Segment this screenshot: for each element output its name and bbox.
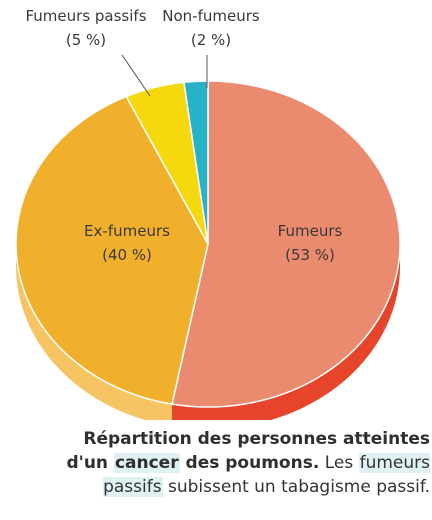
slice-label-name-3: Non-fumeurs bbox=[162, 7, 260, 25]
leader-lines bbox=[121, 54, 208, 97]
slice-label-name-1: Ex-fumeurs bbox=[84, 222, 170, 240]
slice-label-pct-1: (40 %) bbox=[102, 246, 152, 264]
slice-label-pct-3: (2 %) bbox=[191, 31, 231, 49]
caption-title-end: des poumons. bbox=[179, 453, 320, 473]
caption-text-end: subissent un tabagisme passif. bbox=[162, 477, 430, 497]
pie-depth-0 bbox=[172, 244, 400, 420]
slice-labels: Fumeurs (53 %) Ex-fumeurs (40 %) Fumeurs pas… bbox=[25, 7, 342, 264]
pie-slice-0 bbox=[171, 80, 401, 408]
pie-chart: Fumeurs (53 %) Ex-fumeurs (40 %) Fumeurs pas… bbox=[15, 7, 401, 420]
slice-label-name-0: Fumeurs bbox=[278, 222, 343, 240]
pie-slice-3 bbox=[183, 80, 209, 245]
leader-line-2 bbox=[121, 54, 151, 97]
caption-text-les: Les bbox=[319, 453, 359, 473]
slice-label-pct-2: (5 %) bbox=[66, 31, 106, 49]
caption-title-start: Répartition des personnes atteintes d'un bbox=[66, 429, 430, 473]
pie-slices bbox=[15, 80, 401, 408]
pie-depth-1 bbox=[16, 244, 173, 420]
pie-depth bbox=[16, 244, 400, 420]
figure-caption: Répartition des personnes atteintes d'un… bbox=[58, 427, 430, 499]
slice-label-pct-0: (53 %) bbox=[285, 246, 335, 264]
caption-keyword-cancer: cancer bbox=[113, 453, 180, 473]
slice-label-name-2: Fumeurs passifs bbox=[25, 7, 146, 25]
pie-slice-1 bbox=[15, 95, 209, 405]
